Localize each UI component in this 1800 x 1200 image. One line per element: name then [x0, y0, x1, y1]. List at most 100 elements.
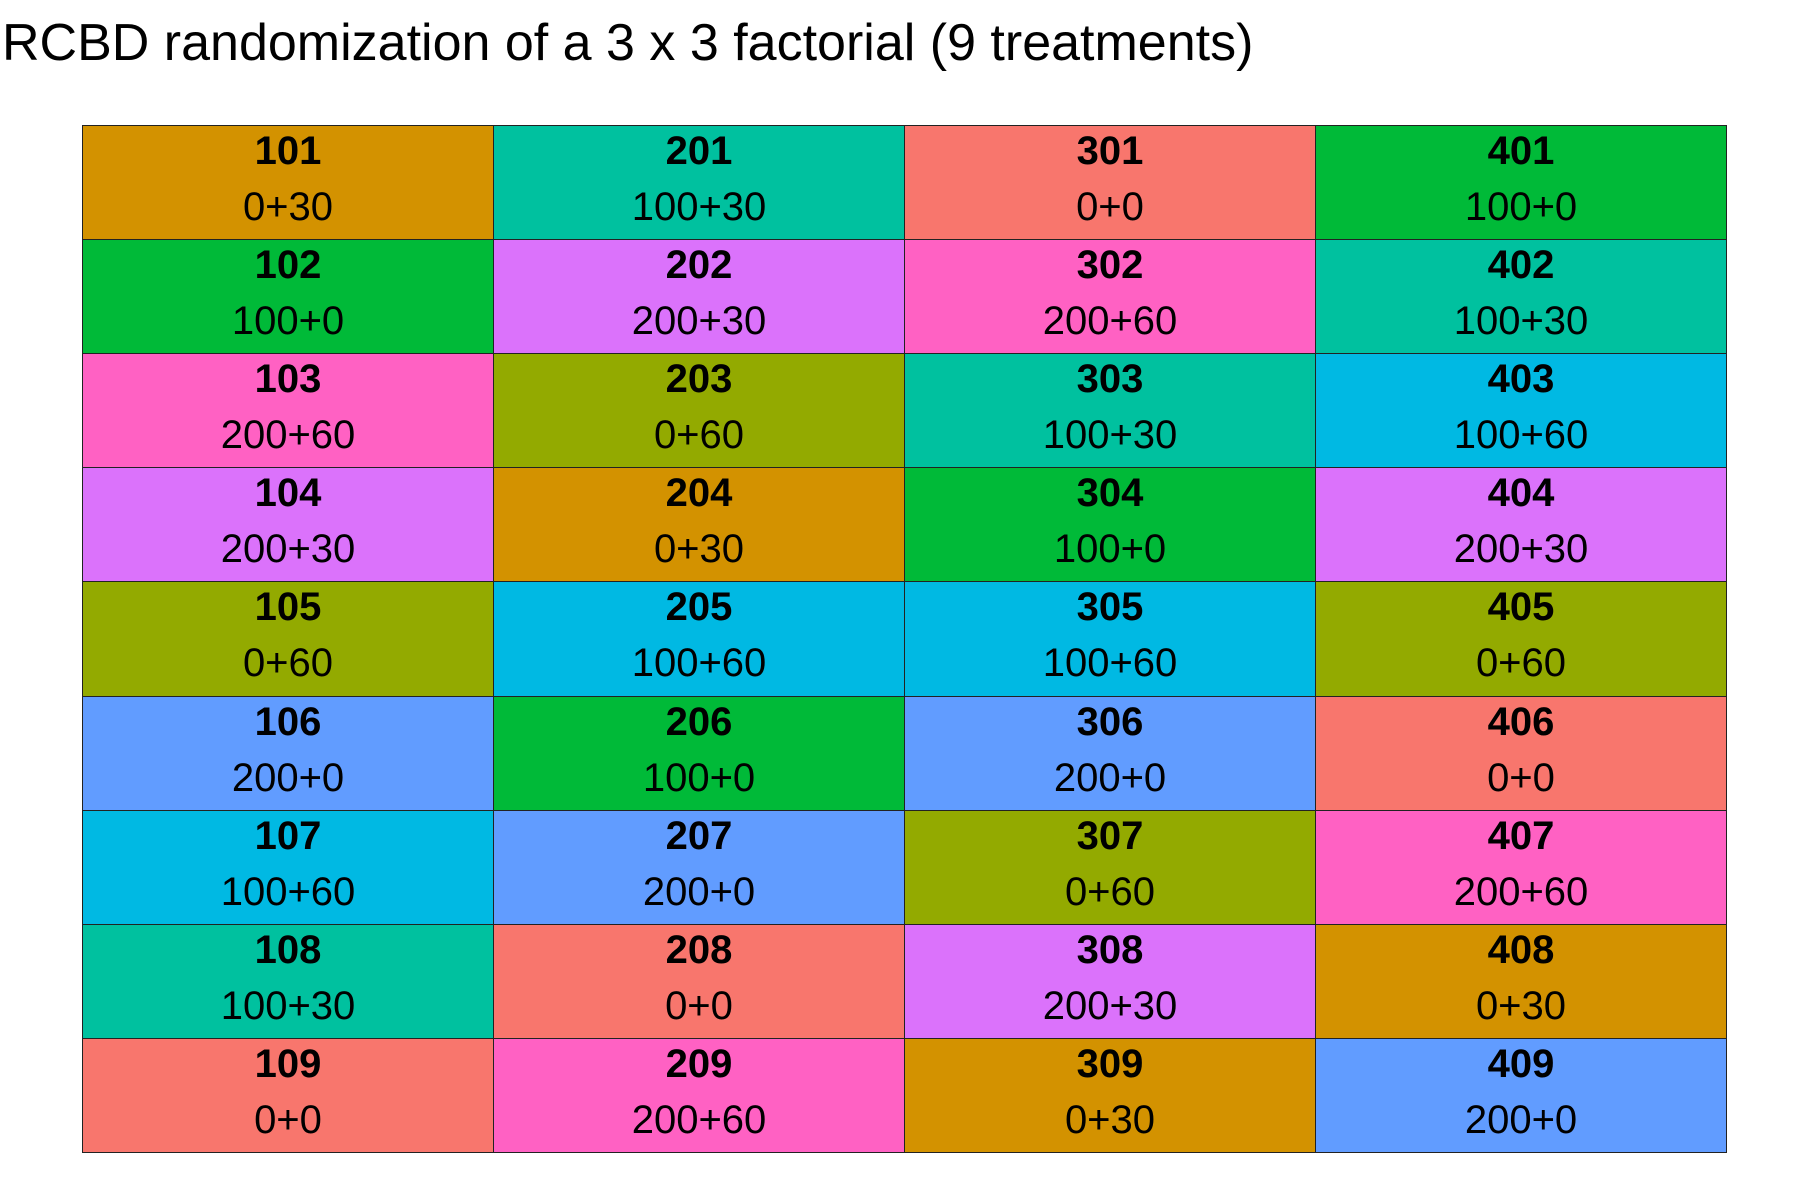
plot-cell: 402 100+30: [1316, 240, 1727, 355]
plot-treatment-label: 0+30: [653, 527, 745, 572]
plot-id-label: 201: [665, 129, 733, 173]
plot-treatment-label: 0+30: [242, 185, 334, 229]
plot-id-label: 107: [254, 813, 322, 858]
plot-id-label: 401: [1487, 129, 1555, 173]
plot-id-label: 409: [1487, 1041, 1555, 1086]
plot-id-label: 407: [1487, 813, 1555, 858]
plot-treatment-label: 0+0: [1076, 185, 1144, 229]
plot-cell: 209 200+60: [494, 1038, 905, 1153]
plot-id-label: 308: [1076, 927, 1144, 972]
plot-id-label: 406: [1487, 699, 1555, 744]
plot-id-label: 202: [665, 243, 733, 288]
plot-treatment-label: 100+30: [1453, 299, 1589, 344]
plot-cell: 203 0+60: [494, 354, 905, 469]
plot-cell: 105 0+60: [83, 582, 494, 697]
plot-treatment-label: 100+0: [642, 755, 756, 800]
plot-cell: 308 200+30: [905, 924, 1316, 1039]
plot-id-label: 104: [254, 471, 322, 516]
plot-treatment-label: 0+0: [254, 1097, 322, 1142]
plot-cell: 204 0+30: [494, 468, 905, 583]
plot-treatment-label: 200+60: [1042, 299, 1178, 344]
plot-id-label: 305: [1076, 585, 1144, 630]
plot-id-label: 206: [665, 699, 733, 744]
plot-treatment-label: 0+0: [665, 983, 733, 1028]
plot-treatment-label: 100+60: [1453, 413, 1589, 458]
plot-id-label: 405: [1487, 585, 1555, 630]
plot-cell: 103 200+60: [83, 354, 494, 469]
plot-treatment-label: 200+0: [1464, 1097, 1578, 1142]
plot-cell: 303 100+30: [905, 354, 1316, 469]
plot-cell: 201 100+30: [494, 126, 905, 241]
plot-treatment-label: 100+30: [220, 983, 356, 1028]
plot-treatment-label: 100+60: [631, 641, 767, 686]
plot-id-label: 203: [665, 357, 733, 402]
plot-cell: 305 100+60: [905, 582, 1316, 697]
plot-treatment-label: 0+30: [1475, 983, 1567, 1028]
plot-cell: 409 200+0: [1316, 1038, 1727, 1153]
plot-cell: 404 200+30: [1316, 468, 1727, 583]
plot-treatment-label: 0+60: [1475, 641, 1567, 686]
plot-cell: 206 100+0: [494, 696, 905, 811]
plot-id-label: 101: [254, 129, 322, 173]
plot-id-label: 404: [1487, 471, 1555, 516]
plot-id-label: 108: [254, 927, 322, 972]
plot-cell: 405 0+60: [1316, 582, 1727, 697]
plot-id-label: 303: [1076, 357, 1144, 402]
plot-treatment-label: 0+60: [653, 413, 745, 458]
plot-id-label: 209: [665, 1041, 733, 1086]
plot-id-label: 105: [254, 585, 322, 630]
plot-treatment-label: 100+0: [231, 299, 345, 344]
plot-cell: 101 0+30: [83, 126, 494, 241]
plot-id-label: 408: [1487, 927, 1555, 972]
field-layout-grid: 101 0+30 201 100+30 301 0+0 401 100+0 102 100+0 20…: [82, 125, 1727, 1153]
plot-treatment-label: 200+60: [631, 1097, 767, 1142]
plot-cell: 406 0+0: [1316, 696, 1727, 811]
plot-id-label: 301: [1076, 129, 1144, 173]
plot-treatment-label: 100+0: [1464, 185, 1578, 229]
plot-treatment-label: 200+30: [220, 527, 356, 572]
plot-id-label: 205: [665, 585, 733, 630]
plot-cell: 208 0+0: [494, 924, 905, 1039]
plot-id-label: 307: [1076, 813, 1144, 858]
plot-treatment-label: 200+30: [631, 299, 767, 344]
plot-cell: 108 100+30: [83, 924, 494, 1039]
plot-id-label: 304: [1076, 471, 1144, 516]
plot-cell: 301 0+0: [905, 126, 1316, 241]
plot-cell: 109 0+0: [83, 1038, 494, 1153]
page-title: RCBD randomization of a 3 x 3 factorial …: [2, 14, 1254, 72]
plot-cell: 407 200+60: [1316, 810, 1727, 925]
plot-treatment-label: 0+60: [1064, 869, 1156, 914]
plot-treatment-label: 200+60: [220, 413, 356, 458]
plot-treatment-label: 100+60: [220, 869, 356, 914]
plot-id-label: 309: [1076, 1041, 1144, 1086]
plot-cell: 102 100+0: [83, 240, 494, 355]
plot-treatment-label: 200+60: [1453, 869, 1589, 914]
plot-cell: 107 100+60: [83, 810, 494, 925]
plot-cell: 106 200+0: [83, 696, 494, 811]
plot-cell: 307 0+60: [905, 810, 1316, 925]
plot-cell: 104 200+30: [83, 468, 494, 583]
plot-id-label: 103: [254, 357, 322, 402]
plot-cell: 202 200+30: [494, 240, 905, 355]
plot-treatment-label: 200+0: [231, 755, 345, 800]
plot-id-label: 109: [254, 1041, 322, 1086]
plot-id-label: 306: [1076, 699, 1144, 744]
plot-id-label: 207: [665, 813, 733, 858]
plot-id-label: 403: [1487, 357, 1555, 402]
plot-cell: 302 200+60: [905, 240, 1316, 355]
plot-cell: 403 100+60: [1316, 354, 1727, 469]
plot-cell: 306 200+0: [905, 696, 1316, 811]
plot-cell: 304 100+0: [905, 468, 1316, 583]
plot-treatment-label: 100+30: [631, 185, 767, 229]
plot-treatment-label: 200+0: [642, 869, 756, 914]
plot-treatment-label: 100+60: [1042, 641, 1178, 686]
plot-treatment-label: 0+60: [242, 641, 334, 686]
plot-treatment-label: 0+0: [1487, 755, 1555, 800]
plot-id-label: 204: [665, 471, 733, 516]
plot-id-label: 302: [1076, 243, 1144, 288]
plot-treatment-label: 200+0: [1053, 755, 1167, 800]
plot-id-label: 208: [665, 927, 733, 972]
plot-treatment-label: 0+30: [1064, 1097, 1156, 1142]
plot-cell: 207 200+0: [494, 810, 905, 925]
plot-treatment-label: 100+30: [1042, 413, 1178, 458]
